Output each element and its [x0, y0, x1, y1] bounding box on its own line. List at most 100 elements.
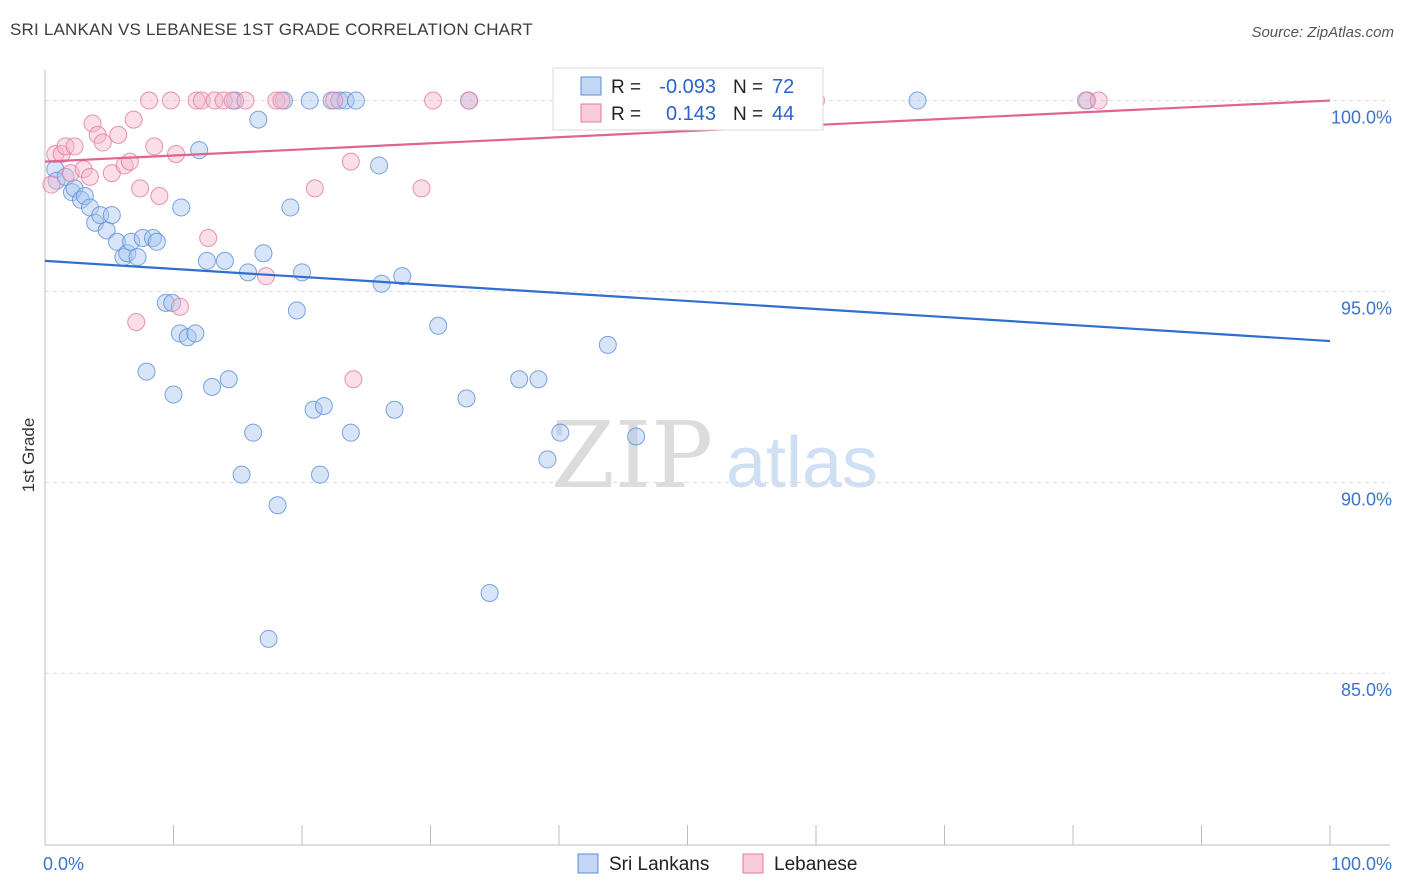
lebanese-point: [42, 175, 61, 194]
lebanese-point: [412, 179, 431, 198]
lebanese-point: [93, 133, 112, 152]
watermark-atlas: atlas: [726, 423, 878, 503]
y-tick-label: 100.0%: [1331, 108, 1392, 128]
sri-lankans-point: [232, 465, 251, 484]
y-tick-label: 90.0%: [1341, 489, 1392, 509]
legend-r-label: R =: [611, 77, 641, 98]
sri-lankans-point: [244, 423, 263, 442]
sri-lankans-point: [65, 179, 84, 198]
lebanese-point: [83, 114, 102, 133]
sri-lankans-point: [203, 377, 222, 396]
sri-lankans-point: [510, 370, 529, 389]
lebanese-point: [80, 167, 99, 186]
lebanese-point: [140, 91, 159, 110]
sri-lankans-point: [215, 251, 234, 270]
lebanese-point: [65, 137, 84, 156]
lebanese-point: [325, 91, 344, 110]
sri-lankans-point: [118, 244, 137, 263]
sri-lankans-point: [538, 450, 557, 469]
sri-lankans-trend-line: [44, 259, 1331, 343]
legend-swatch: [580, 103, 602, 123]
legend-n-label: N =: [733, 77, 763, 98]
sri-lankans-point: [393, 267, 412, 286]
sri-lankans-point: [281, 198, 300, 217]
lebanese-point: [187, 91, 206, 110]
y-axis-title: 1st Grade: [19, 418, 38, 493]
sri-lankans-point: [190, 141, 209, 160]
lebanese-point: [341, 152, 360, 171]
watermark: ZIP atlas: [551, 402, 878, 509]
lebanese-point: [344, 370, 363, 389]
lebanese-point: [192, 91, 211, 110]
sri-lankans-point: [908, 91, 927, 110]
lebanese-point: [124, 110, 143, 129]
lebanese-point: [120, 152, 139, 171]
sri-lankans-point: [429, 316, 448, 335]
sri-lankans-point: [102, 206, 121, 225]
legend-r-value: -0.093: [659, 76, 716, 98]
trend-lines: [44, 99, 1331, 343]
lebanese-point: [267, 91, 286, 110]
lebanese-point: [109, 125, 128, 144]
legend: R = -0.093 N = 72 R = 0.143 N = 44: [552, 67, 824, 131]
legend-r-label: R =: [611, 104, 641, 125]
sri-lankans-point: [107, 232, 126, 251]
lebanese-point: [424, 91, 443, 110]
lebanese-point: [223, 91, 242, 110]
y-tick-label: 85.0%: [1341, 680, 1392, 700]
grid: 100.0% 95.0% 90.0% 85.0%: [45, 100, 1392, 700]
sri-lankans-point: [75, 186, 94, 205]
sri-lankans-point: [480, 584, 499, 603]
sri-lankans-point: [304, 400, 323, 419]
legend-swatch: [580, 76, 602, 96]
bottom-legend-label: Sri Lankans: [609, 854, 709, 875]
y-tick-label: 95.0%: [1341, 298, 1392, 318]
sri-lankans-point: [197, 251, 216, 270]
lebanese-point: [150, 186, 169, 205]
sri-lankans-point: [627, 427, 646, 446]
sri-lankans-point: [310, 465, 329, 484]
sri-lankans-point: [370, 156, 389, 175]
sri-lankans-point: [156, 293, 175, 312]
legend-r-value: 0.143: [666, 103, 716, 125]
bottom-legend-label: Lebanese: [774, 854, 857, 875]
lebanese-point: [131, 179, 150, 198]
lebanese-point: [167, 144, 186, 163]
sri-lankans-point: [551, 423, 570, 442]
lebanese-point: [236, 91, 255, 110]
sri-lankans-point: [346, 91, 365, 110]
bottom-legend: Sri Lankans Lebanese: [577, 853, 857, 875]
sri-lankans-point: [128, 248, 147, 267]
legend-n-label: N =: [733, 104, 763, 125]
chart-title: SRI LANKAN VS LEBANESE 1ST GRADE CORRELA…: [10, 20, 533, 39]
sri-lankans-point: [172, 198, 191, 217]
lebanese-point: [1089, 91, 1108, 110]
source-note: Source: ZipAtlas.com: [1251, 24, 1394, 41]
sri-lankans-point: [385, 400, 404, 419]
lebanese-point: [127, 312, 146, 331]
sri-lankans-point: [137, 362, 156, 381]
sri-lankans-point: [598, 335, 617, 354]
sri-lankans-point: [164, 385, 183, 404]
sri-lankans-point: [457, 389, 476, 408]
lebanese-point: [161, 91, 180, 110]
sri-lankans-point: [249, 110, 268, 129]
sri-lankans-point: [341, 423, 360, 442]
bottom-legend-swatch: [742, 853, 764, 874]
lebanese-point: [305, 179, 324, 198]
lebanese-point: [257, 267, 276, 286]
legend-n-value: 44: [772, 103, 794, 125]
lebanese-point: [272, 91, 291, 110]
lebanese-point: [199, 228, 218, 247]
series-sri-lankans: [46, 91, 1097, 648]
sri-lankans-point: [219, 370, 238, 389]
sri-lankans-point: [300, 91, 319, 110]
lebanese-point: [1076, 91, 1095, 110]
sri-lankans-point: [254, 244, 273, 263]
sri-lankans-point: [287, 301, 306, 320]
sri-lankans-point: [259, 629, 278, 648]
watermark-zip: ZIP: [551, 402, 713, 509]
legend-n-value: 72: [772, 76, 794, 98]
sri-lankans-point: [133, 228, 152, 247]
